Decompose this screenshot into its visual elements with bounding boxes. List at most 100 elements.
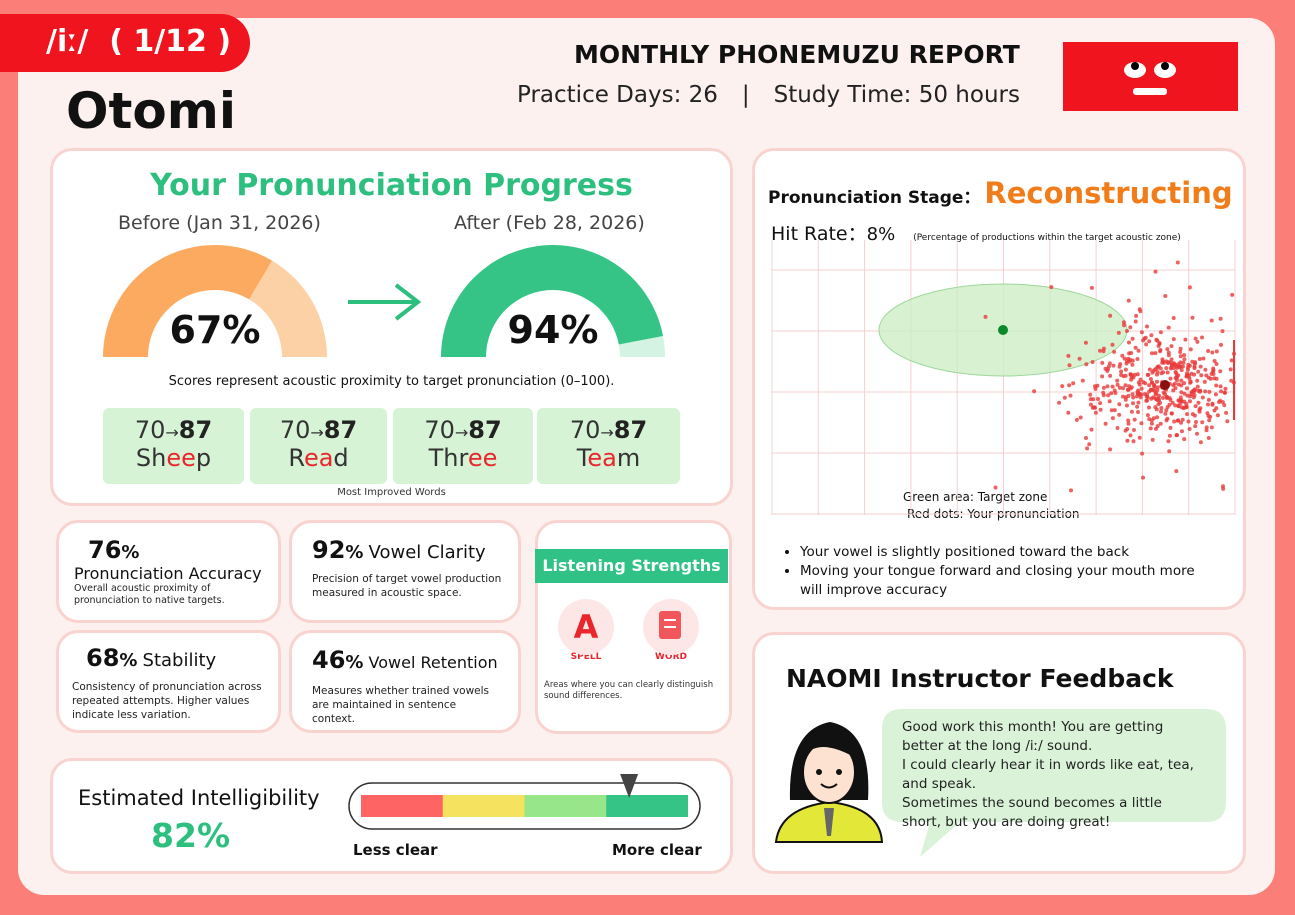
scatter-dot: [1085, 446, 1090, 451]
metric-name: Pronunciation Accuracy: [74, 564, 262, 583]
tag: /iː/ ( 1/12 ): [46, 24, 232, 59]
scatter-dot: [1155, 415, 1160, 420]
scatter-dot: [1185, 412, 1189, 417]
scatter-dot: [1149, 418, 1154, 423]
scatter-dot: [1129, 409, 1134, 414]
scatter-dot: [1175, 260, 1180, 265]
stage-label: Pronunciation Stage：: [768, 188, 981, 208]
feedback-line: Sometimes the sound becomes a little: [902, 795, 1162, 811]
scatter-dot: [1161, 395, 1165, 400]
progress-title: Your Pronunciation Progress: [150, 168, 633, 203]
scatter-dot: [1210, 350, 1215, 355]
scatter-dot: [1167, 402, 1172, 407]
scatter-dot: [1195, 378, 1200, 383]
scatter-dot: [1060, 384, 1065, 389]
scatter-dot: [1136, 410, 1140, 414]
word-part: m: [616, 444, 641, 472]
feedback-text: Good work this month! You are getting bet…: [902, 718, 1194, 832]
scatter-dot: [1171, 316, 1176, 320]
scatter-dot: [1209, 371, 1214, 376]
scatter-dot: [1068, 393, 1073, 398]
metric-value: 46: [312, 646, 346, 674]
word-part: Thr: [428, 444, 468, 472]
metric-value: 76: [88, 536, 122, 564]
word-score: 70→87: [393, 416, 533, 444]
scatter-dot: [1166, 325, 1171, 330]
scatter-dot: [1074, 417, 1079, 422]
scatter-dot: [1116, 330, 1121, 335]
hit-rate-note: (Percentage of productions within the ta…: [913, 233, 1181, 243]
scatter-dot: [1178, 350, 1183, 354]
scatter-dot: [1169, 357, 1174, 362]
logo-mouth: [1133, 88, 1167, 95]
scatter-dot: [1078, 415, 1083, 420]
scatter-dot: [1193, 336, 1198, 341]
word-part: ea: [587, 444, 617, 472]
skill-icon: [558, 599, 614, 655]
scatter-dot: [1206, 402, 1210, 407]
scatter-dot: [1084, 436, 1088, 440]
scatter-dot: [1032, 389, 1037, 394]
metric: 68% Stability Consistency of pronunciati…: [72, 644, 272, 722]
meter-segment: [606, 795, 688, 817]
scatter-dot: [1198, 364, 1203, 369]
scatter-dot: [1166, 439, 1171, 444]
scatter-dot: [1192, 387, 1197, 392]
scatter-dot: [1150, 351, 1154, 356]
scatter-dot: [1224, 410, 1229, 415]
scatter-dot: [1145, 413, 1150, 418]
scatter-dot: [1123, 367, 1128, 372]
scatter-dot: [1185, 367, 1190, 372]
legend-entry: Green area: Target zone: [903, 490, 1048, 504]
scatter-dot: [1128, 433, 1133, 438]
scatter-dot: [1203, 367, 1208, 372]
listening-title: Listening Strengths: [535, 549, 728, 583]
scatter-dot: [1196, 369, 1201, 374]
scatter-dot: [1122, 356, 1127, 361]
scatter-dot: [1182, 357, 1187, 362]
scatter-dot: [1159, 409, 1163, 414]
scatter-dot: [1156, 344, 1161, 348]
scatter-dot: [1192, 393, 1197, 398]
scatter-dot: [1222, 390, 1227, 395]
word-box: 70→87 Three: [393, 408, 533, 484]
scatter-dot: [1071, 381, 1076, 386]
metric-value: 92: [312, 536, 346, 564]
scatter-dot: [1128, 325, 1133, 330]
scatter-dot: [983, 314, 988, 319]
scatter-dot: [1100, 360, 1105, 365]
scatter-dot: [1222, 403, 1227, 408]
study-time: Study Time: 50 hours: [773, 82, 1020, 108]
scatter-dot: [1192, 413, 1197, 418]
scatter-dot: [1120, 353, 1125, 358]
hit-rate-row: Hit Rate： 8% (Percentage of productions …: [771, 219, 1181, 246]
scatter-dot: [1115, 426, 1120, 430]
scatter-dot: [1132, 417, 1137, 422]
unit: %: [345, 652, 364, 673]
scatter-dot: [1200, 420, 1205, 425]
after-label: After (Feb 28, 2026): [454, 212, 645, 234]
scatter-dot: [1135, 390, 1140, 394]
scatter-dot: [1141, 338, 1146, 343]
skill-label: WORD: [655, 652, 687, 662]
scatter-dot: [1220, 329, 1225, 334]
scatter-dot: [1193, 424, 1198, 429]
metric-description: Consistency of pronunciation across repe…: [72, 681, 262, 721]
scatter-dot: [1117, 402, 1122, 407]
scatter-dot: [1125, 403, 1129, 408]
scatter-dot: [1158, 421, 1163, 426]
scatter-dot: [1110, 416, 1115, 421]
scatter-dot: [1148, 377, 1153, 381]
scatter-dot: [1218, 384, 1223, 389]
logo-pupil: [1131, 62, 1139, 70]
scatter-dot: [1160, 359, 1165, 364]
scatter-dot: [1154, 397, 1159, 402]
unit: %: [119, 650, 138, 671]
scatter-dot: [1089, 285, 1094, 290]
scatter-dot: [1141, 475, 1145, 480]
scatter-dot: [1188, 380, 1193, 385]
scatter-dot: [1192, 366, 1197, 371]
scatter-dot: [1101, 385, 1106, 390]
unit: %: [121, 542, 140, 563]
